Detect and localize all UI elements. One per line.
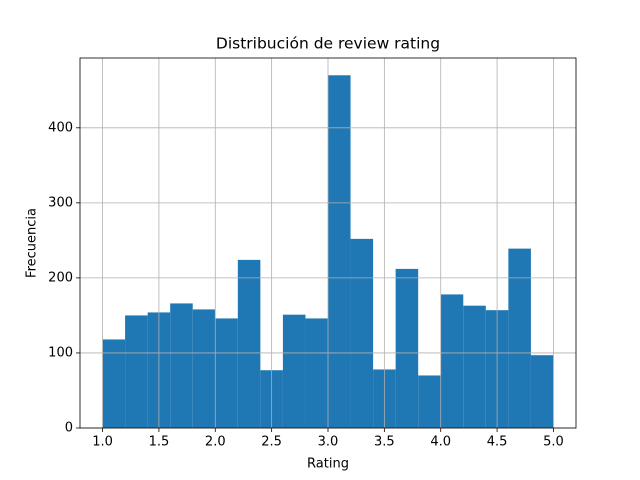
histogram-bar	[102, 339, 126, 428]
histogram-bar	[282, 314, 306, 428]
histogram-bar	[170, 303, 193, 428]
y-tick-label: 200	[48, 270, 73, 285]
histogram-bar	[237, 259, 261, 428]
histogram-bar	[508, 248, 531, 428]
y-tick-label: 400	[48, 120, 73, 135]
x-tick-label: 2.5	[261, 435, 282, 450]
chart-title: Distribución de review rating	[216, 35, 440, 53]
plot-frame	[79, 57, 577, 429]
histogram-bar	[395, 268, 419, 428]
histogram-bar	[215, 318, 238, 428]
histogram-bar	[350, 238, 374, 428]
x-tick-label: 1.0	[92, 435, 113, 450]
histogram-bar	[418, 375, 441, 428]
histogram-bar	[192, 309, 216, 428]
x-axis-label: Rating	[307, 457, 349, 472]
y-tick-label: 100	[48, 345, 73, 360]
y-axis-label: Frecuencia	[25, 208, 40, 278]
histogram-bar	[530, 355, 554, 428]
x-tick-label: 4.0	[430, 435, 451, 450]
y-tick-label: 0	[65, 421, 73, 436]
x-tick-label: 1.5	[149, 435, 170, 450]
y-tick-label: 300	[48, 195, 73, 210]
x-tick-label: 4.5	[487, 435, 508, 450]
histogram-bar	[328, 75, 351, 429]
x-tick-label: 3.5	[374, 435, 395, 450]
histogram-bar	[305, 318, 328, 428]
histogram-bar	[440, 294, 464, 428]
x-tick-label: 3.0	[318, 435, 339, 450]
histogram-bar	[125, 315, 148, 428]
x-tick-label: 2.0	[205, 435, 226, 450]
histogram-bar	[463, 305, 486, 428]
x-tick-label: 5.0	[543, 435, 564, 450]
